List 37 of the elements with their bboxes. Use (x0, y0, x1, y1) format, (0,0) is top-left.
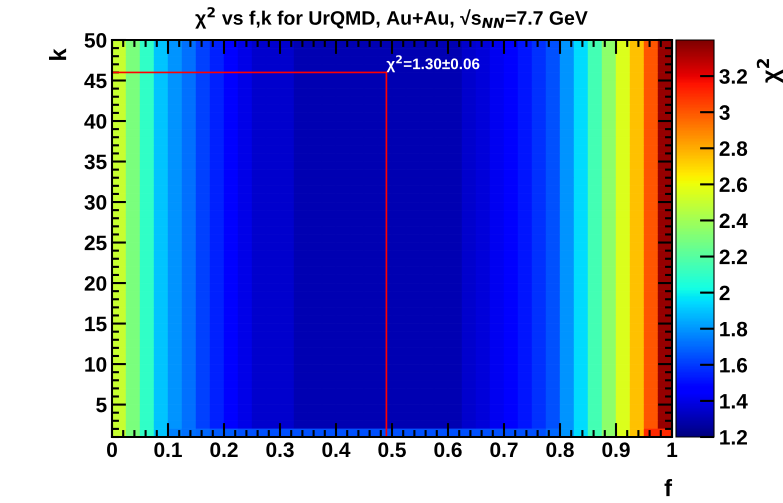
x-tick-label: 0.8 (546, 442, 574, 458)
chart-title: χ$^{2}$ vs f,k for UrQMD, Au+Au, √s$_{NN}$=7.7 GeV (195, 7, 588, 29)
x-tick-label: 0.5 (378, 442, 406, 458)
color-bar-label: 2.4 (720, 213, 748, 228)
color-bar-label: 3 (719, 105, 730, 120)
y-tick-label: 35 (84, 154, 107, 170)
color-bar-label: 3.2 (719, 69, 747, 84)
x-tick-label: 1 (668, 442, 678, 457)
y-tick-label: 45 (84, 74, 107, 88)
y-tick-label: 25 (84, 236, 107, 250)
y-tick-label: 30 (84, 195, 106, 210)
y-tick-label: 5 (96, 398, 107, 412)
y-tick-label: 40 (84, 114, 106, 129)
y-tick-label: 10 (85, 357, 106, 372)
color-bar-label: 2.2 (720, 250, 747, 264)
color-bar-label: 2.8 (720, 141, 748, 156)
color-bar-label: 2.6 (720, 177, 748, 192)
color-bar-label: 2 (720, 286, 730, 300)
x-tick-label: 0.2 (210, 442, 238, 458)
y-tick-label: 50 (84, 33, 106, 48)
y-tick-label: 20 (84, 276, 106, 291)
annotation: χ$^{2}$=1.30±0.06 (386, 55, 480, 72)
x-tick-label: 0.3 (266, 442, 294, 458)
color-bar-title: χ$^{2}$ (756, 59, 783, 83)
color-bar-label: 1.2 (720, 430, 747, 445)
y-tick-label: 15 (85, 316, 107, 332)
x-tick-label: 0.7 (490, 442, 518, 458)
y-axis-title: k (48, 48, 66, 60)
x-tick-label: 0.1 (154, 442, 182, 458)
color-bar-label: 1.4 (720, 394, 748, 408)
x-tick-label: 0.9 (602, 442, 630, 458)
x-axis-title: f (664, 478, 672, 496)
x-tick-label: 0.4 (322, 442, 350, 458)
x-tick-label: 0 (107, 442, 117, 458)
color-bar-label: 1.6 (720, 358, 748, 373)
x-tick-label: 0.6 (434, 442, 462, 458)
color-bar-label: 1.8 (720, 322, 748, 336)
